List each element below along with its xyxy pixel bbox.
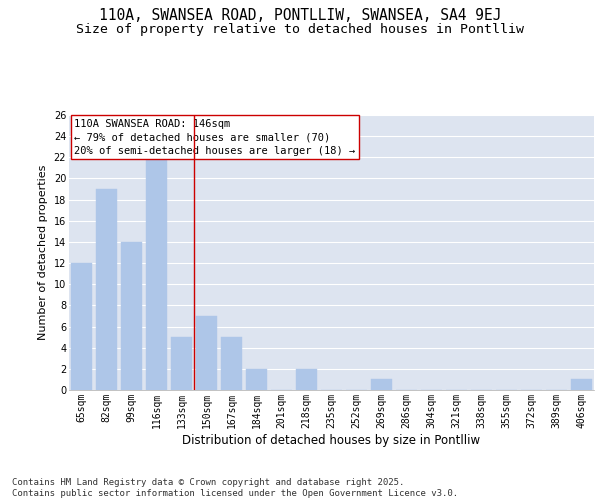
Bar: [221, 337, 242, 390]
Text: 110A, SWANSEA ROAD, PONTLLIW, SWANSEA, SA4 9EJ: 110A, SWANSEA ROAD, PONTLLIW, SWANSEA, S…: [99, 8, 501, 22]
Bar: [121, 242, 142, 390]
Text: Contains HM Land Registry data © Crown copyright and database right 2025.
Contai: Contains HM Land Registry data © Crown c…: [12, 478, 458, 498]
Text: 110A SWANSEA ROAD: 146sqm
← 79% of detached houses are smaller (70)
20% of semi-: 110A SWANSEA ROAD: 146sqm ← 79% of detac…: [74, 119, 355, 156]
Bar: [571, 380, 592, 390]
Bar: [296, 369, 317, 390]
Bar: [171, 337, 192, 390]
Bar: [246, 369, 267, 390]
Bar: [371, 380, 392, 390]
Bar: [71, 263, 92, 390]
Bar: [146, 158, 167, 390]
Bar: [96, 189, 117, 390]
Bar: [196, 316, 217, 390]
Y-axis label: Number of detached properties: Number of detached properties: [38, 165, 48, 340]
Text: Size of property relative to detached houses in Pontlliw: Size of property relative to detached ho…: [76, 22, 524, 36]
X-axis label: Distribution of detached houses by size in Pontlliw: Distribution of detached houses by size …: [182, 434, 481, 446]
